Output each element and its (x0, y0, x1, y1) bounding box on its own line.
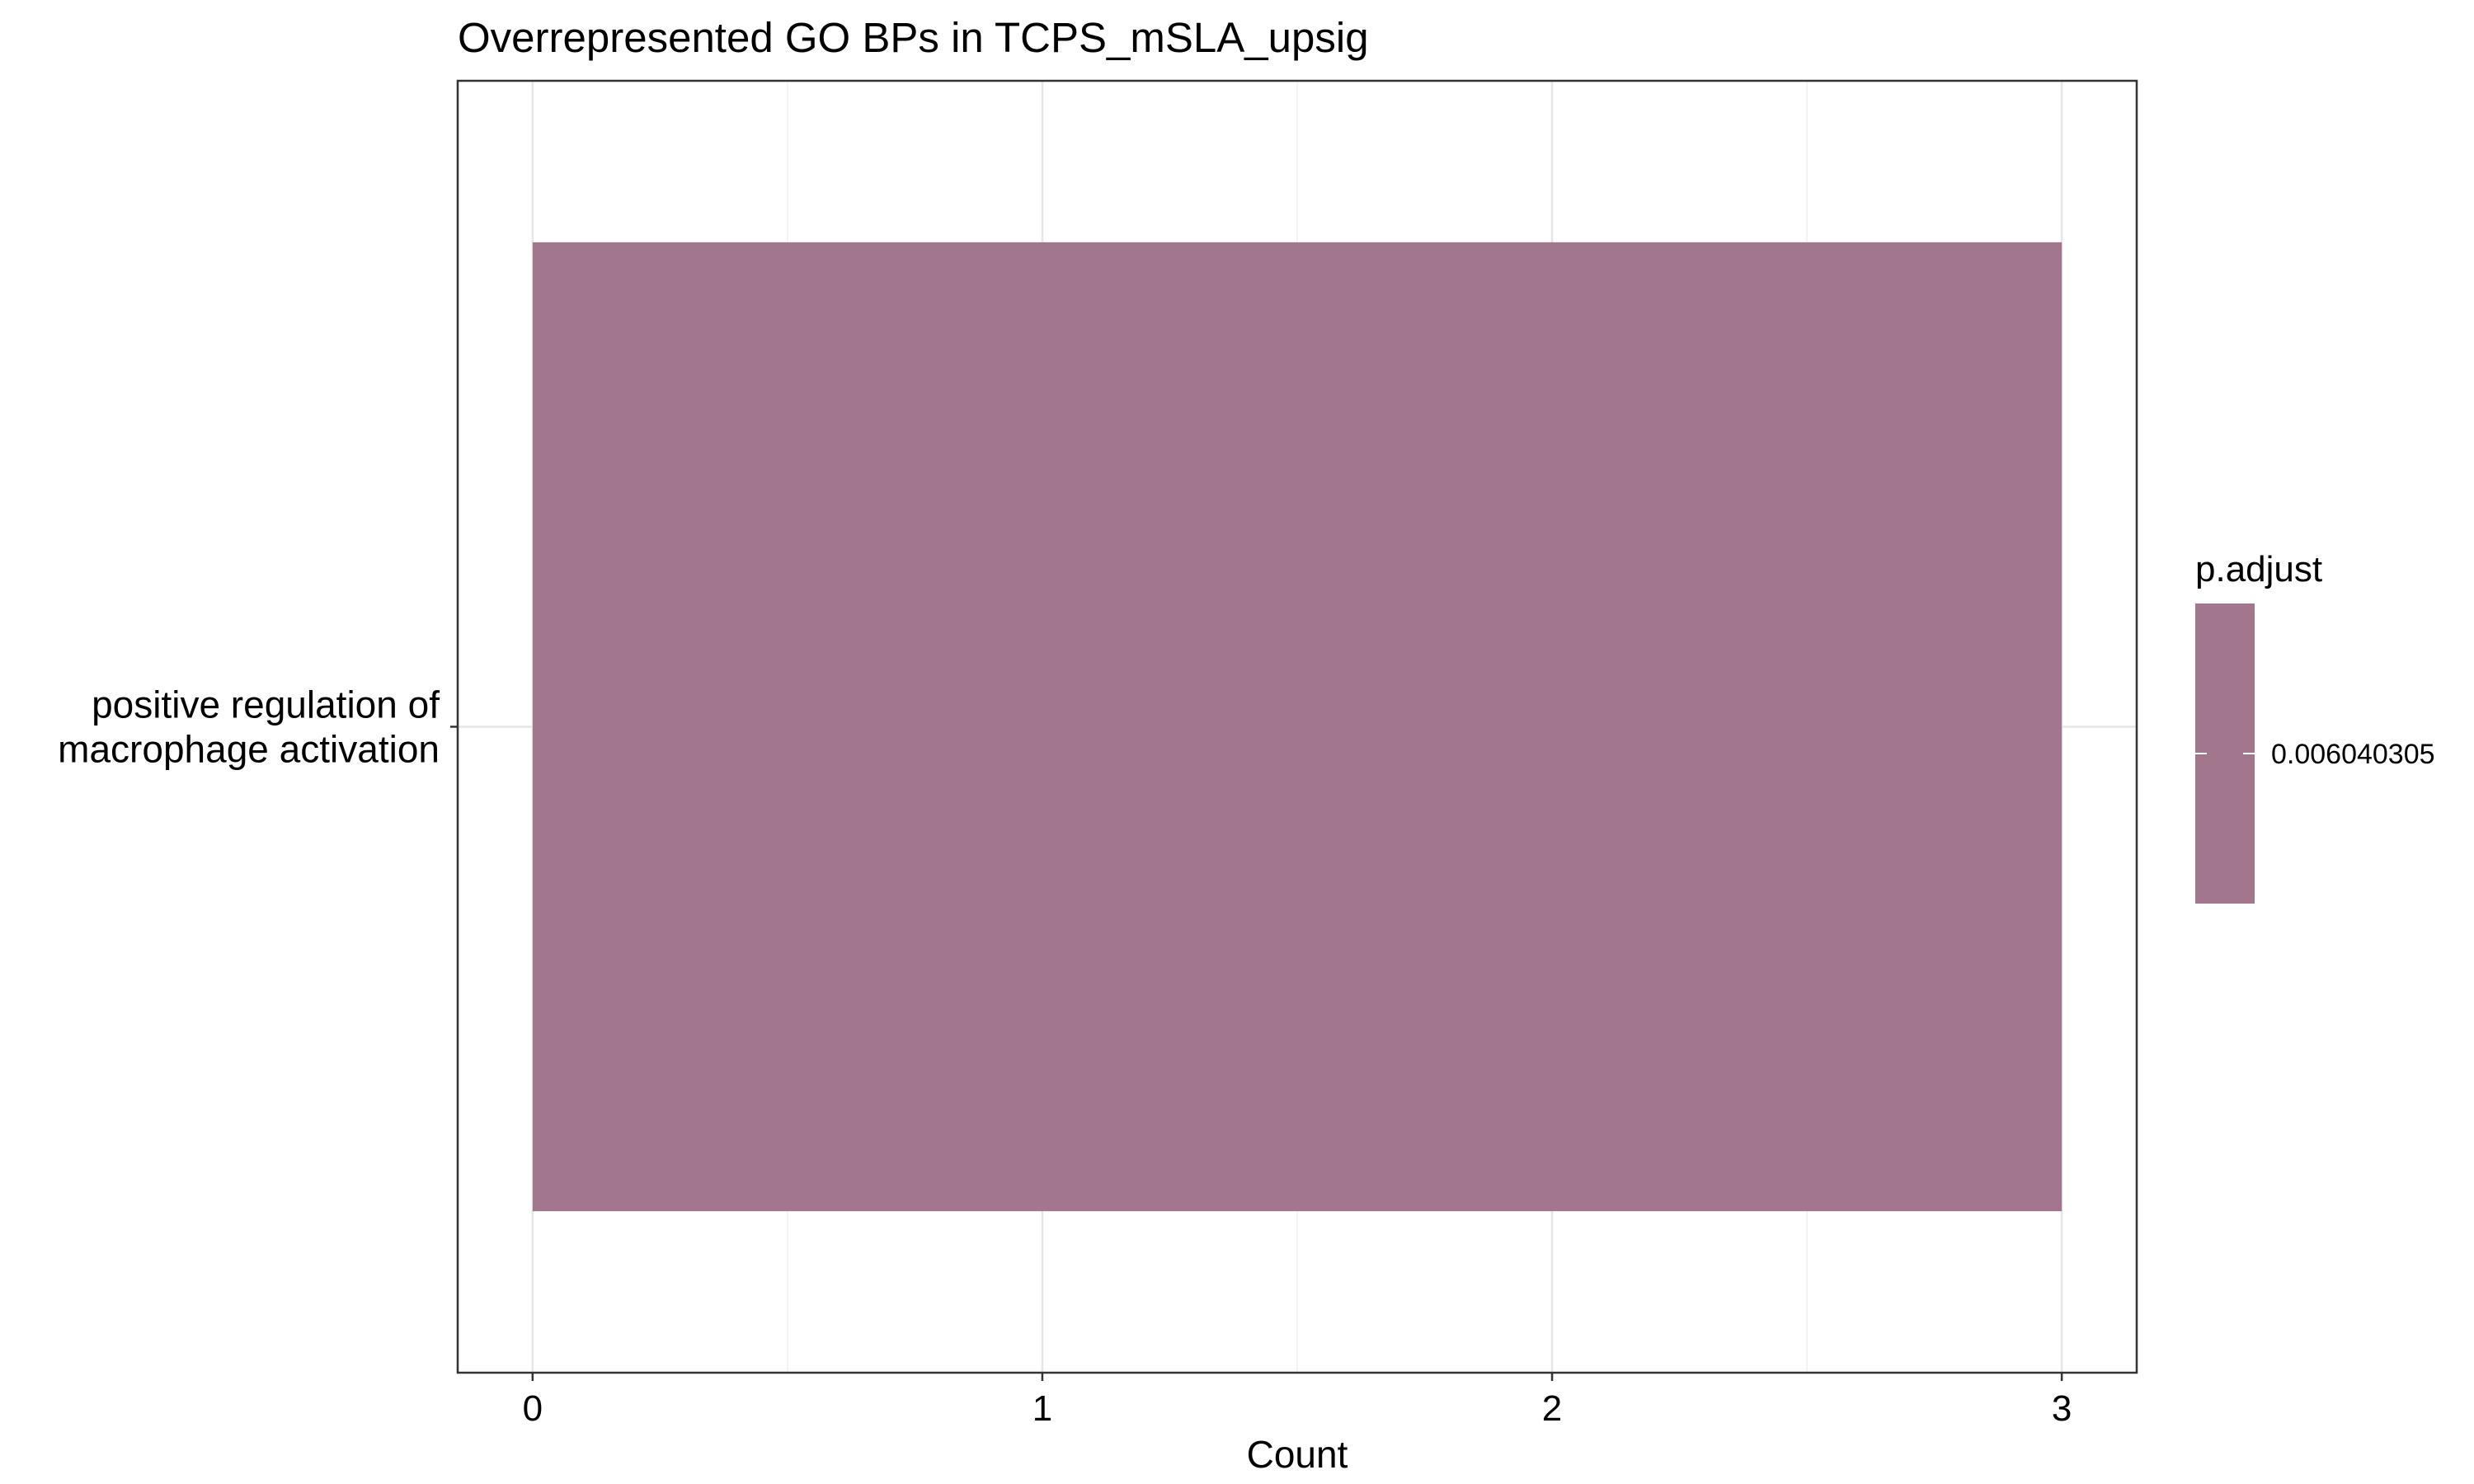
x-tick-label: 2 (1542, 1388, 1562, 1429)
legend-label: 0.006040305 (2271, 739, 2435, 770)
bar (532, 242, 2062, 1212)
x-tick-label: 0 (523, 1388, 543, 1429)
x-tick-label: 3 (2052, 1388, 2072, 1429)
y-axis: positive regulation of macrophage activat… (58, 683, 458, 771)
bars (532, 242, 2062, 1212)
x-axis: 0 1 2 3 (523, 1373, 2072, 1429)
x-tick-label: 1 (1032, 1388, 1052, 1429)
x-axis-title: Count (1247, 1433, 1348, 1476)
legend: p.adjust 0.006040305 (2195, 549, 2435, 904)
legend-title: p.adjust (2195, 549, 2322, 589)
chart-title: Overrepresented GO BPs in TCPS_mSLA_upsi… (458, 14, 1369, 61)
y-tick-label: positive regulation of macrophage activat… (58, 683, 440, 771)
